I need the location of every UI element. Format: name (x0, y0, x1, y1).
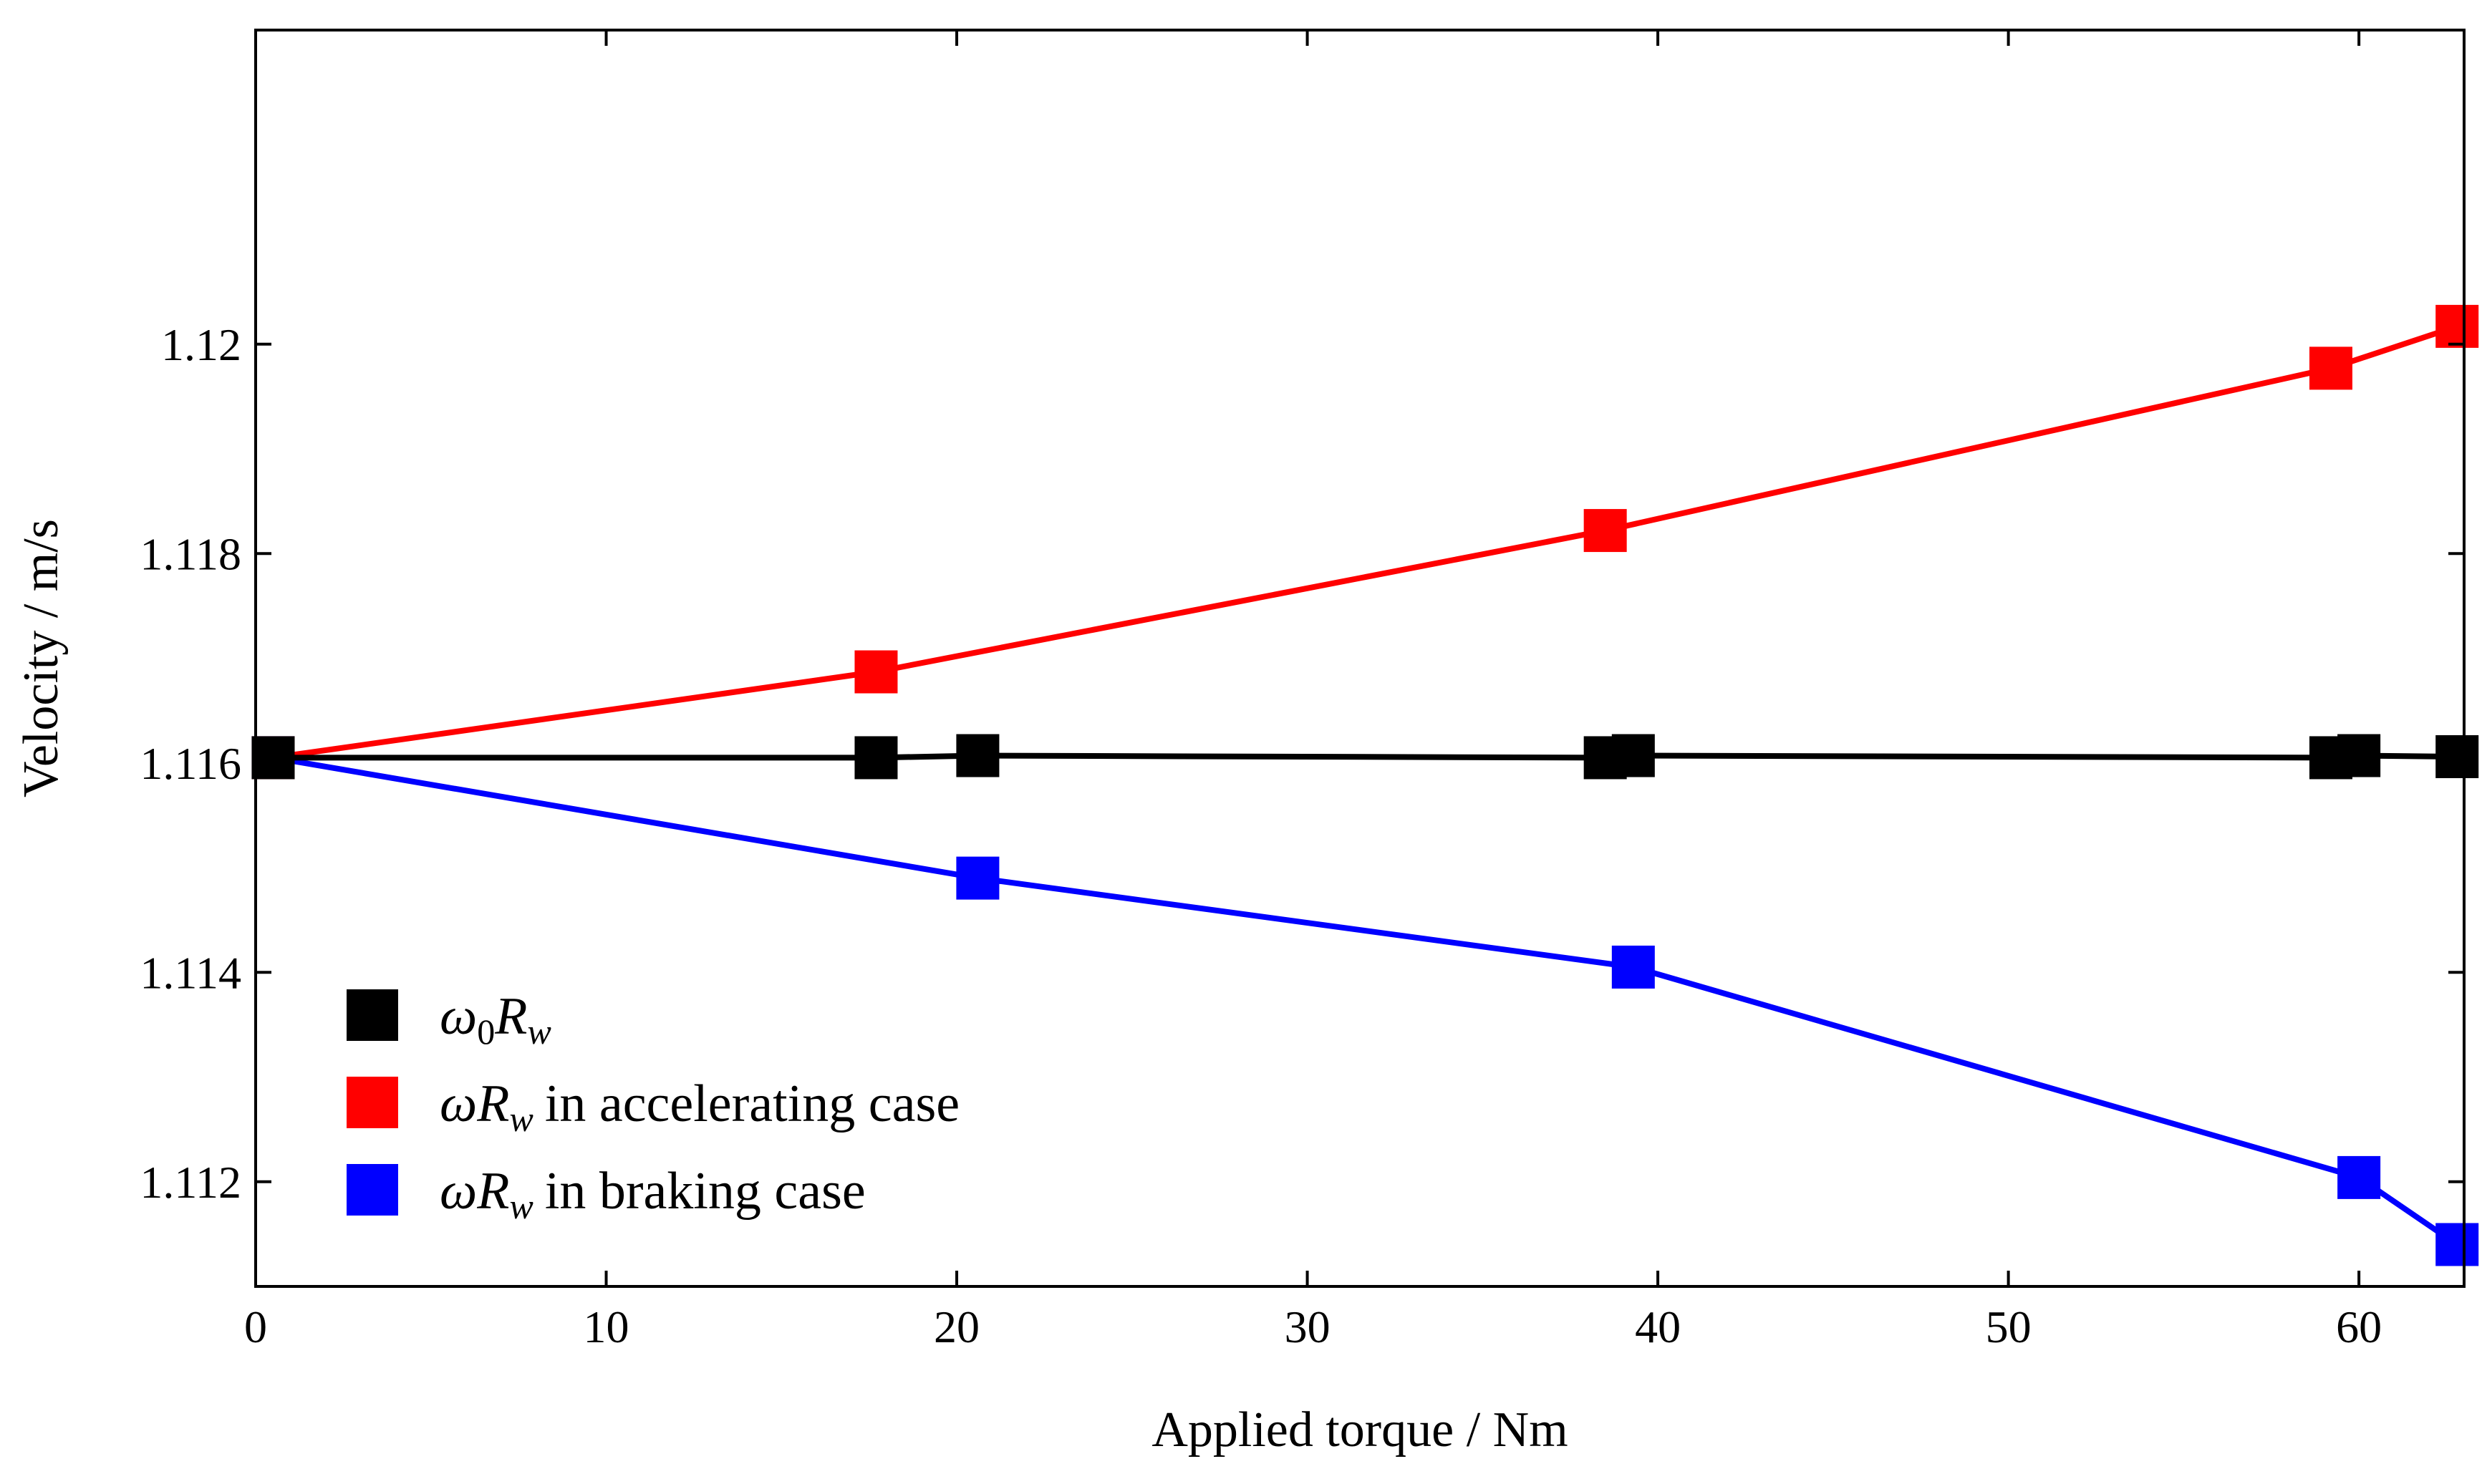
legend-subscript: 0 (477, 1012, 495, 1052)
y-axis-label: Velocity / m/s (14, 519, 69, 797)
legend-suffix: in braking case (545, 1162, 866, 1221)
axes-layer: 0 10 20 30 40 50 60 1.112 1.114 1.116 1.118 1.12 (140, 29, 2466, 1352)
data-point-marker (2309, 346, 2352, 390)
x-tick-label: 60 (2336, 1301, 2382, 1352)
data-point-marker (251, 736, 295, 780)
legend-omega: ω (440, 1075, 477, 1133)
legend-swatch (347, 1077, 398, 1128)
y-tick-label: 1.12 (161, 319, 241, 370)
legend-r-subscript: w (527, 1012, 551, 1052)
legend-entry-text: ωRw in braking case (440, 1162, 866, 1226)
y-tick-label: 1.114 (140, 947, 241, 998)
y-tick-label: 1.118 (140, 528, 241, 579)
x-tick-label: 30 (1285, 1301, 1331, 1352)
series-layer (251, 304, 2479, 1266)
legend-suffix: in accelerating case (545, 1075, 960, 1133)
x-axis-label: Applied torque / Nm (1151, 1402, 1568, 1458)
x-tick-label: 40 (1635, 1301, 1681, 1352)
legend-swatch (347, 989, 398, 1041)
series-line-0 (273, 752, 2458, 761)
legend-entry-text: ω0Rw (440, 987, 551, 1052)
legend-r-subscript: w (509, 1186, 533, 1226)
legend-r: R (476, 1162, 509, 1221)
data-point-marker (2435, 304, 2479, 348)
legend-entry-text: ωRw in accelerating case (440, 1075, 960, 1139)
data-point-marker (854, 650, 898, 694)
y-tick-label: 1.116 (140, 738, 241, 789)
y-tick-label: 1.112 (140, 1157, 241, 1208)
legend-r: R (476, 1075, 509, 1133)
data-point-marker (2435, 734, 2479, 778)
plot-frame (254, 29, 2466, 1288)
data-point-marker (2337, 734, 2381, 777)
data-point-marker (956, 856, 1000, 900)
legend-omega: ω (440, 1162, 477, 1221)
data-point-marker (1583, 509, 1627, 553)
data-point-marker (956, 734, 1000, 777)
x-tick-label: 20 (934, 1301, 980, 1352)
data-point-marker (2337, 1155, 2381, 1199)
legend-r-subscript: w (509, 1099, 533, 1139)
x-tick-label: 10 (584, 1301, 629, 1352)
legend-swatch (347, 1164, 398, 1216)
data-point-marker (2435, 1223, 2479, 1266)
data-point-marker (854, 736, 898, 780)
legend-r: R (494, 987, 527, 1046)
legend-omega: ω (440, 987, 477, 1046)
data-point-marker (1611, 734, 1655, 777)
data-point-marker (1611, 945, 1655, 989)
x-tick-label: 0 (244, 1301, 267, 1352)
x-tick-label: 50 (1986, 1301, 2032, 1352)
